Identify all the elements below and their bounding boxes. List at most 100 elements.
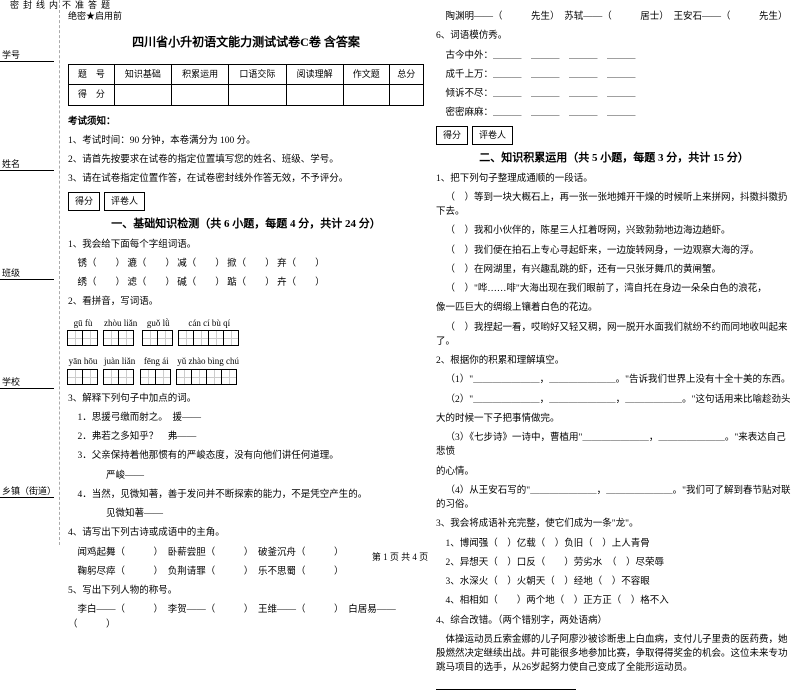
binding-label: 班级	[0, 266, 54, 280]
char-grid	[104, 330, 137, 346]
q3-item: 见微知著——	[68, 507, 424, 521]
q22-stem: 2、根据你的积累和理解填空。	[436, 354, 792, 368]
cut-mark: 答	[86, 0, 99, 545]
char-cell	[191, 369, 207, 385]
pinyin-row: yān hōujuàn liǎnfēng áiyǔ zhào bìng chú	[68, 355, 424, 385]
char-cell	[155, 369, 171, 385]
pinyin-block: fēng ái	[141, 355, 171, 385]
scorer-box: 得分 评卷人	[68, 192, 424, 212]
binding-labels: 学号 姓名 班级 学校 乡镇（街道）	[0, 0, 54, 545]
q6-stem: 6、词语模仿秀。	[436, 29, 792, 43]
q24-stem: 4、综合改错。（两个错别字，两处语病）	[436, 614, 792, 628]
section1-title: 一、基础知识检测（共 6 小题，每题 4 分，共计 24 分）	[68, 216, 424, 233]
notice: 3、请在试卷指定位置作答，在试卷密封线外作答无效，不予评分。	[68, 172, 424, 186]
binding-label: 学校	[0, 375, 54, 389]
section2-title: 二、知识积累运用（共 5 小题，每题 3 分，共计 15 分）	[436, 150, 792, 167]
th: 总分	[389, 64, 423, 85]
q1-row: 绣（ ） 滤（ ） 碱（ ） 踮（ ） 卉（ ）	[68, 276, 424, 290]
td	[229, 85, 286, 106]
notice-head: 考试须知：	[68, 115, 424, 129]
q5b: 陶渊明——（ 先生） 苏轼——（ 居士） 王安石——（ 先生）	[436, 10, 792, 24]
cut-mark: 不	[60, 0, 73, 545]
char-grid	[68, 330, 98, 346]
pinyin-text: guǒ lǜ	[143, 317, 173, 331]
cut-mark: 准	[73, 0, 86, 545]
q3-item: 4．当然，见微知著，善于发问并不断探索的能力，不是凭空产生的。	[68, 488, 424, 502]
notice: 1、考试时间：90 分钟，本卷满分为 100 分。	[68, 134, 424, 148]
td	[286, 85, 343, 106]
char-grid	[179, 330, 239, 346]
pinyin-text: fēng ái	[141, 355, 171, 369]
char-cell	[118, 369, 134, 385]
notice: 2、请首先按要求在试卷的指定位置填写您的姓名、班级、学号。	[68, 153, 424, 167]
td	[172, 85, 229, 106]
q22-item: 大的时候一下子把事情做完。	[436, 412, 792, 426]
pinyin-row: gū fùzhòu liǎnguǒ lǜcán cí bù qí	[68, 317, 424, 347]
char-grid	[104, 369, 135, 385]
th: 口语交际	[229, 64, 286, 85]
q5-item: 李白——（ ） 李贺——（ ） 王维——（ ） 白居易——（ ）	[68, 603, 424, 632]
secret-mark: 绝密★启用前	[68, 10, 424, 24]
char-grid	[177, 369, 239, 385]
q22-item: （1）"＿＿＿＿＿＿＿，＿＿＿＿＿＿＿。"告诉我们世界上没有十全十美的东西。	[436, 373, 792, 387]
q4-item: 鞠躬尽瘁（ ） 负荆请罪（ ） 乐不思蜀（ ）	[68, 565, 424, 579]
q3-item: 2．弗若之多知乎？ 弗——	[68, 430, 424, 444]
page: 题 答 准 不 内 线 封 密 学号 姓名 班级 学校 乡镇（街道） 绝密★启用…	[0, 0, 800, 545]
char-cell	[208, 330, 224, 346]
char-cell	[193, 330, 209, 346]
q3-item: 3．父亲保持着他那惯有的严峻态度，没有向他们讲任何道理。	[68, 449, 424, 463]
char-cell	[118, 330, 134, 346]
char-cell	[103, 369, 119, 385]
char-cell	[67, 369, 83, 385]
q23-item: 1、博闻强（ ）亿载（ ）负旧（ ）上人青骨	[436, 537, 792, 551]
char-cell	[67, 330, 83, 346]
table-row: 得 分	[69, 85, 424, 106]
q21-item: （ ）等到一块大概石上，再一张一张地摊开干燥的时候听上来拼网，抖擞抖擞扔下去。	[436, 191, 792, 220]
q5-stem: 5、写出下列人物的称号。	[68, 584, 424, 598]
content: 绝密★启用前 四川省小升初语文能力测试试卷C卷 含答案 题 号 知识基础 积累运…	[60, 0, 800, 545]
q24-text: 体操运动员丘索金娜的儿子阿廖沙被诊断患上白血病，支付儿子里贵的医药费，她殷燃然决…	[436, 633, 792, 676]
q21-item: 像一匹巨大的绸缎上镶着白色的花边。	[436, 301, 792, 315]
th: 知识基础	[114, 64, 171, 85]
char-cell	[140, 369, 156, 385]
q23-item: 3、水深火（ ）火朝天（ ）经地（ ）不容眼	[436, 575, 792, 589]
q23-item: 4、相相如（ ）两个地（ ）正方正（ ）格不入	[436, 594, 792, 608]
q23-stem: 3、我会将成语补充完整，使它们成为一条"龙"。	[436, 517, 792, 531]
char-cell	[103, 330, 119, 346]
q6-item: 古今中外：＿＿＿ ＿＿＿ ＿＿＿ ＿＿＿	[436, 49, 792, 63]
table-row: 题 号 知识基础 积累运用 口语交际 阅读理解 作文题 总分	[69, 64, 424, 85]
q22-item: （4）从王安石写的"＿＿＿＿＿＿＿，＿＿＿＿＿＿＿。"我们可了解到春节贴对联的习…	[436, 484, 792, 513]
binding-margin: 题 答 准 不 内 线 封 密 学号 姓名 班级 学校 乡镇（街道）	[0, 0, 60, 545]
paper-title: 四川省小升初语文能力测试试卷C卷 含答案	[68, 33, 424, 51]
q21-item: （ ）我和小伙伴的，陈星三人扛着呀网，兴致勃勃地边海边趟虾。	[436, 224, 792, 238]
char-cell	[221, 369, 237, 385]
right-column: 陶渊明——（ 先生） 苏轼——（ 居士） 王安石——（ 先生） 6、词语模仿秀。…	[436, 10, 792, 535]
td	[343, 85, 389, 106]
q3-item: 严峻——	[68, 469, 424, 483]
pinyin-block: guǒ lǜ	[143, 317, 173, 347]
pinyin-block: yǔ zhào bìng chú	[177, 355, 239, 385]
q1-stem: 1、我会给下面每个字组词语。	[68, 238, 424, 252]
th: 阅读理解	[286, 64, 343, 85]
q6-item: 成千上万：＿＿＿ ＿＿＿ ＿＿＿ ＿＿＿	[436, 68, 792, 82]
left-column: 绝密★启用前 四川省小升初语文能力测试试卷C卷 含答案 题 号 知识基础 积累运…	[68, 10, 424, 535]
char-cell	[142, 330, 158, 346]
q22-item: 的心情。	[436, 465, 792, 479]
binding-label: 乡镇（街道）	[0, 484, 54, 498]
scorer-b: 评卷人	[472, 126, 513, 146]
scorer-a: 得分	[436, 126, 468, 146]
th: 积累运用	[172, 64, 229, 85]
q21-stem: 1、把下列句子整理成通顺的一段话。	[436, 172, 792, 186]
q4-stem: 4、请写出下列古诗或成语中的主角。	[68, 526, 424, 540]
q21-item: （ ）"哗……啡"大海出现在我们眼前了，湾自托在身边一朵朵白色的浪花，	[436, 282, 792, 296]
binding-label: 姓名	[0, 157, 54, 171]
page-footer: 第 1 页 共 4 页	[0, 550, 800, 563]
th: 作文题	[343, 64, 389, 85]
score-table: 题 号 知识基础 积累运用 口语交际 阅读理解 作文题 总分 得 分	[68, 64, 424, 106]
scorer-box: 得分 评卷人	[436, 126, 792, 146]
char-cell	[223, 330, 239, 346]
pinyin-text: yǔ zhào bìng chú	[177, 355, 239, 369]
pinyin-text: cán cí bù qí	[179, 317, 239, 331]
q21-item: （ ）我们便在拍石上专心寻起虾来，一边旋转网身，一边观察大海的浮。	[436, 244, 792, 258]
q6-item: 密密麻麻：＿＿＿ ＿＿＿ ＿＿＿ ＿＿＿	[436, 106, 792, 120]
